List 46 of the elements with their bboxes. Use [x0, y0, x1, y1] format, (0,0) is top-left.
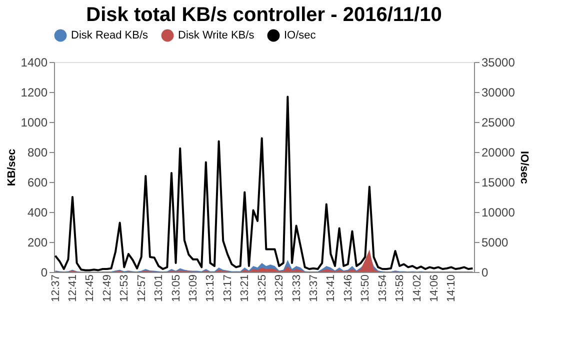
y2-tick-label: 15000: [482, 176, 516, 190]
y2-axis-title: IO/sec: [518, 150, 530, 184]
x-tick-label: 13:41: [325, 274, 338, 302]
y2-tick-label: 20000: [482, 146, 516, 160]
y-tick-label: 800: [27, 146, 48, 160]
x-tick-label: 13:01: [153, 274, 166, 302]
legend-label: IO/sec: [284, 30, 316, 42]
x-tick-label: 13:09: [187, 274, 200, 302]
y-tick-label: 1400: [20, 56, 48, 70]
chart-title: Disk total KB/s controller - 2016/11/10: [86, 4, 442, 26]
y2-tick-label: 30000: [482, 86, 516, 100]
x-tick-label: 12:49: [101, 274, 114, 302]
x-tick-label: 12:37: [50, 274, 62, 302]
x-tick-label: 13:29: [274, 274, 286, 302]
y2-tick-label: 10000: [482, 206, 516, 220]
y2-tick-label: 35000: [482, 56, 516, 70]
x-tick-label: 13:17: [222, 274, 234, 302]
x-tick-label: 13:50: [360, 274, 372, 302]
x-tick-label: 14:10: [446, 274, 458, 302]
x-tick-label: 13:25: [256, 274, 268, 302]
x-tick-label: 13:13: [204, 274, 217, 302]
y-tick-label: 0: [40, 266, 48, 280]
y-tick-label: 400: [27, 206, 48, 220]
legend-label: Disk Write KB/s: [178, 30, 255, 42]
x-tick-label: 13:05: [170, 274, 182, 302]
y-axis-title: KB/sec: [6, 148, 18, 186]
x-tick-label: 14:06: [428, 274, 440, 302]
x-tick-label: 13:21: [239, 274, 252, 302]
x-tick-label: 13:58: [394, 274, 406, 302]
y-tick-label: 600: [27, 176, 48, 190]
x-tick-label: 12:41: [67, 274, 80, 302]
y-tick-label: 200: [27, 236, 48, 250]
x-tick-label: 12:53: [118, 274, 131, 302]
x-tick-label: 13:37: [308, 274, 320, 302]
y-tick-label: 1000: [20, 116, 48, 130]
y2-tick-label: 0: [482, 266, 488, 280]
y2-tick-label: 5000: [482, 236, 509, 250]
x-tick-label: 14:02: [411, 274, 424, 302]
legend-label: Disk Read KB/s: [71, 30, 149, 42]
x-tick-label: 12:57: [136, 274, 148, 302]
y2-tick-label: 25000: [482, 116, 516, 130]
x-tick-label: 13:54: [376, 274, 389, 302]
x-tick-label: 13:33: [290, 274, 303, 302]
x-tick-label: 13:46: [342, 274, 354, 302]
y-tick-label: 1200: [20, 86, 48, 100]
x-tick-label: 12:45: [84, 274, 96, 302]
